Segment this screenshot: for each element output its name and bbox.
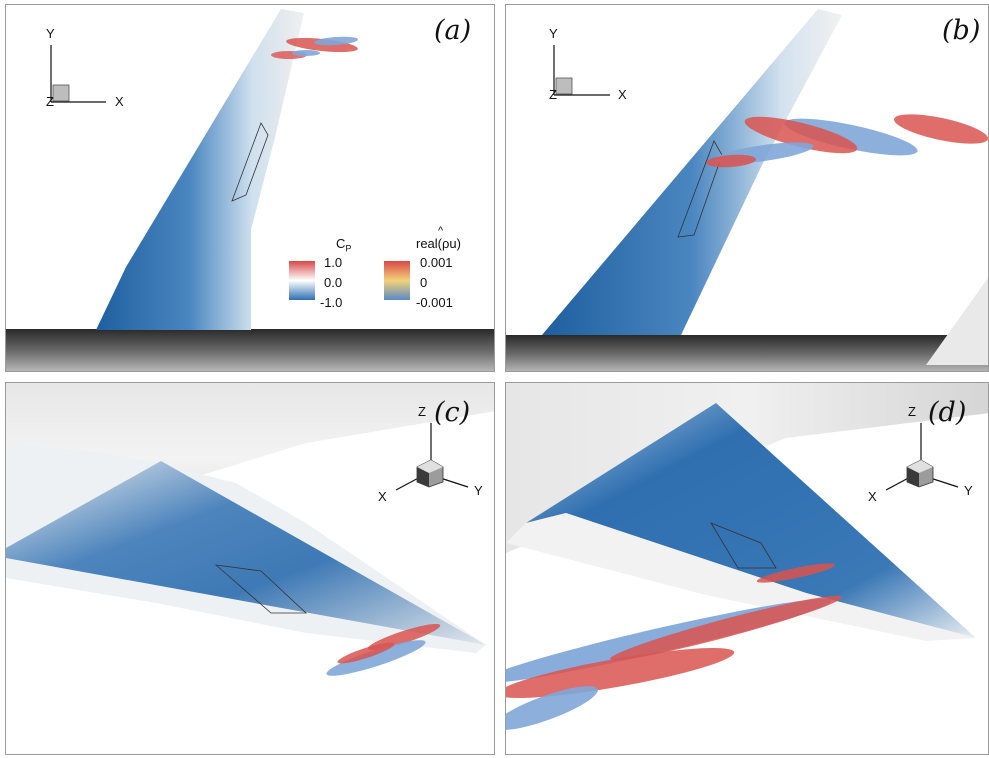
axis-label-y: Y — [549, 26, 558, 41]
isosurface-red — [610, 595, 842, 661]
cp-contour-line — [231, 122, 269, 202]
panel-a: Y X Z (a) CP 1.0 0.0 -1.0 real(ρu) ^ 0.0… — [5, 4, 495, 372]
vertical-tail — [96, 9, 304, 330]
axis-label-z: Z — [418, 404, 426, 419]
wing-cp-coloring — [6, 461, 486, 645]
panel-label: (a) — [434, 15, 472, 46]
tail-fin-side-view: Y X Z — [6, 9, 494, 371]
axis-label-y: Y — [474, 483, 483, 498]
vertical-tail — [542, 9, 842, 335]
panel-d: Z Y X (d) — [505, 382, 989, 755]
axis-label-y: Y — [46, 26, 55, 41]
cp-tick-mid: 0.0 — [324, 275, 343, 290]
mode-tick-max: 0.001 — [420, 255, 453, 270]
panel-label: (d) — [928, 397, 967, 428]
axis-label-z: Z — [908, 404, 916, 419]
wing-underside-view-detail: Z Y X — [506, 383, 988, 730]
panel-label: (c) — [434, 397, 471, 428]
cp-contour-line — [677, 140, 723, 238]
fuselage-surface — [6, 329, 494, 371]
axis-label-x: X — [868, 489, 877, 504]
isosurface-blue — [506, 686, 598, 730]
axis-label-x: X — [618, 87, 627, 102]
isosurface-blue — [314, 36, 358, 46]
isosurface-red — [706, 154, 756, 168]
wing-trailing-region — [506, 513, 976, 641]
cp-legend-title: CP — [336, 236, 352, 254]
mode-legend-title: real(ρu) — [416, 236, 461, 251]
mode-legend-hat: ^ — [438, 225, 444, 237]
mode-tick-mid: 0 — [420, 275, 428, 290]
mode-tick-min: -0.001 — [416, 295, 453, 310]
isosurface-blue — [292, 50, 320, 56]
axis-label-z: Z — [46, 94, 54, 109]
cp-contour-line — [710, 522, 777, 569]
axis-label-x: X — [115, 94, 124, 109]
panel-label: (b) — [942, 15, 981, 46]
panel-b: Y X Z (b) — [505, 4, 989, 372]
axis-triad: Y X Z — [46, 26, 124, 109]
wing-underside-view: Z Y X — [6, 383, 494, 676]
isosurface-red — [337, 642, 395, 664]
isosurface-red — [744, 116, 858, 154]
cp-tick-min: -1.0 — [320, 295, 343, 310]
axis-label-x: X — [378, 489, 387, 504]
wing-cp-coloring — [526, 403, 976, 638]
horizontal-tail-tip — [926, 277, 988, 365]
isosurface-red — [756, 563, 836, 583]
axis-triad: Z Y X — [378, 404, 483, 504]
axis-label-y: Y — [964, 483, 973, 498]
fuselage-body — [506, 383, 988, 553]
cp-tick-max: 1.0 — [324, 255, 343, 270]
tail-fin-side-view-detail: Y X Z — [506, 9, 988, 371]
isosurface-red — [893, 114, 988, 144]
mode-colorbar — [384, 261, 410, 300]
cp-contour-line — [214, 564, 308, 614]
isosurface-blue — [326, 640, 426, 676]
fuselage-surface — [506, 335, 988, 371]
axis-label-z: Z — [549, 87, 557, 102]
axis-triad: Y X Z — [549, 26, 627, 102]
cp-colorbar — [289, 261, 315, 300]
panel-c: Z Y X (c) — [5, 382, 495, 755]
axis-triad: Z Y X — [868, 404, 973, 504]
isosurface-red — [506, 648, 735, 698]
